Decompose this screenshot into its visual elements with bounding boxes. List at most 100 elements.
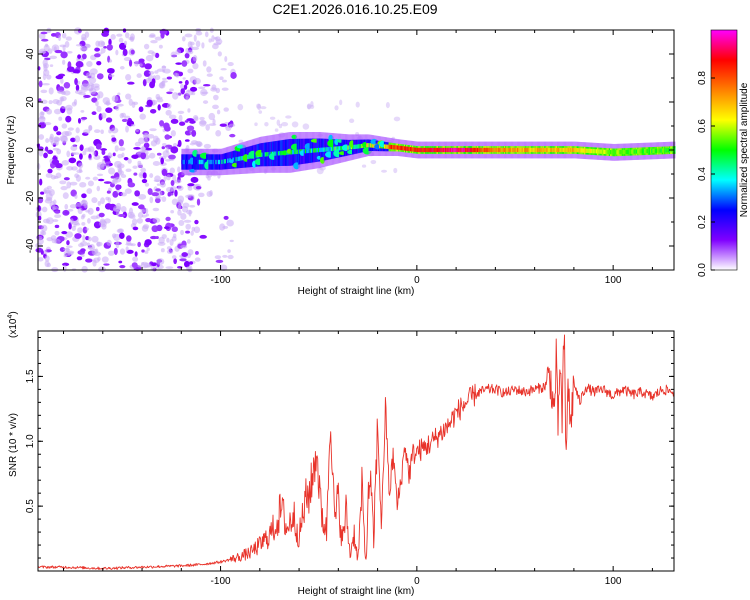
signal-core xyxy=(294,149,297,155)
noise-blob xyxy=(91,111,97,115)
signal-core xyxy=(186,159,188,165)
signal-core xyxy=(403,146,406,151)
noise-blob xyxy=(227,62,234,67)
noise-blob xyxy=(381,169,387,173)
noise-blob xyxy=(237,103,244,111)
signal-core xyxy=(320,147,323,153)
noise-blob xyxy=(183,260,190,268)
noise-blob xyxy=(115,240,120,249)
noise-blob xyxy=(269,116,276,120)
noise-blob xyxy=(40,111,45,116)
noise-blob xyxy=(82,150,87,156)
signal-core xyxy=(625,149,628,155)
noise-blob xyxy=(67,127,74,131)
noise-blob xyxy=(133,172,138,176)
noise-blob xyxy=(45,43,49,48)
signal-core xyxy=(299,149,301,154)
noise-blob xyxy=(154,70,159,74)
signal-core xyxy=(584,148,586,153)
signal-core xyxy=(322,147,325,152)
noise-blob xyxy=(75,61,84,68)
noise-blob xyxy=(196,198,201,206)
noise-blob xyxy=(51,44,60,52)
signal-core xyxy=(421,147,424,153)
noise-blob xyxy=(147,134,155,139)
noise-blob xyxy=(187,68,194,74)
noise-blob xyxy=(190,176,199,183)
signal-core xyxy=(655,148,658,153)
noise-blob xyxy=(77,28,82,33)
signal-core xyxy=(626,149,629,155)
signal-core xyxy=(573,147,576,153)
noise-blob xyxy=(98,178,105,182)
signal-core xyxy=(599,149,602,154)
signal-core xyxy=(307,148,310,154)
noise-blob xyxy=(154,197,161,204)
noise-blob xyxy=(127,81,135,85)
noise-blob xyxy=(117,153,123,159)
noise-blob xyxy=(161,80,168,83)
signal-core xyxy=(297,149,300,154)
noise-blob xyxy=(142,224,150,230)
signal-core xyxy=(425,147,427,153)
signal-core xyxy=(512,147,515,153)
signal-core xyxy=(472,147,475,153)
signal-core xyxy=(652,148,655,154)
noise-blob xyxy=(238,139,244,143)
noise-blob xyxy=(181,36,186,42)
noise-blob xyxy=(165,266,174,269)
signal-core xyxy=(461,147,464,153)
signal-core xyxy=(475,147,478,153)
noise-blob xyxy=(159,181,166,188)
signal-core xyxy=(420,147,423,153)
signal-core xyxy=(402,146,405,151)
noise-blob xyxy=(120,206,127,213)
noise-blob xyxy=(148,70,155,75)
noise-blob xyxy=(385,101,390,109)
noise-blob xyxy=(179,258,187,262)
signal-core xyxy=(389,144,392,150)
noise-blob xyxy=(55,172,62,179)
noise-blob xyxy=(254,122,258,127)
spectrogram-image xyxy=(35,27,676,273)
noise-blob xyxy=(393,116,401,122)
noise-blob xyxy=(50,32,57,37)
signal-core xyxy=(620,149,623,155)
noise-blob xyxy=(92,176,99,181)
noise-blob xyxy=(191,129,197,137)
noise-blob xyxy=(101,256,109,263)
noise-blob xyxy=(211,84,217,91)
noise-blob xyxy=(349,118,355,123)
noise-blob xyxy=(91,235,99,243)
noise-blob xyxy=(115,104,120,111)
noise-blob xyxy=(137,264,143,268)
noise-blob xyxy=(207,176,211,181)
signal-core xyxy=(306,148,309,154)
signal-core xyxy=(634,149,637,154)
snr-panel: -100 0 100 0.5 1.0 1.5 Height of straight li… xyxy=(7,311,675,597)
signal-core xyxy=(304,148,307,154)
noise-blob xyxy=(112,233,121,241)
noise-blob xyxy=(85,176,91,180)
signal-core xyxy=(268,151,271,157)
noise-blob xyxy=(83,94,91,98)
noise-blob xyxy=(146,99,153,107)
noise-blob xyxy=(71,166,78,171)
noise-blob xyxy=(52,99,60,105)
x-tick-label: 0 xyxy=(414,576,420,587)
signal-core xyxy=(514,147,517,153)
signal-core xyxy=(415,147,418,153)
noise-blob xyxy=(190,230,194,236)
noise-blob xyxy=(100,129,104,134)
noise-blob xyxy=(170,146,179,154)
noise-blob xyxy=(152,207,160,212)
noise-blob xyxy=(108,250,115,256)
noise-blob xyxy=(82,213,86,218)
signal-core xyxy=(201,159,204,165)
signal-core xyxy=(585,148,588,153)
signal-core xyxy=(485,147,488,153)
signal-core xyxy=(610,150,612,155)
noise-blob xyxy=(183,219,192,223)
noise-blob xyxy=(142,79,147,87)
colorbar-ticks: 0.0 0.2 0.4 0.6 0.8 xyxy=(697,71,715,277)
